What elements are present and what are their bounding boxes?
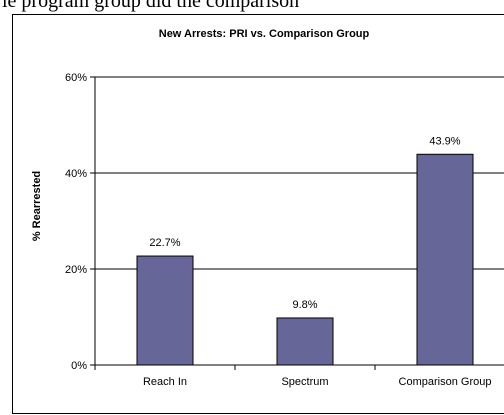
data-label: 43.9% — [429, 135, 460, 147]
data-label: 9.8% — [292, 299, 317, 311]
y-tick-label: 40% — [65, 168, 87, 180]
bar — [416, 153, 474, 366]
y-axis-title: % Rearrested — [31, 171, 43, 241]
y-tick-label: 0% — [71, 360, 87, 372]
x-tick-label: Spectrum — [281, 376, 328, 388]
data-label: 22.7% — [149, 237, 180, 249]
top-caption: ie program group did the comparison — [2, 0, 300, 12]
axis-layer: 0% 20% 40% 60% — [65, 72, 504, 372]
bar — [276, 317, 334, 366]
x-tick-label: Comparison Group — [399, 376, 492, 388]
bar-chart: New Arrests: PRI vs. Comparison Group % … — [31, 28, 504, 388]
chart-frame: New Arrests: PRI vs. Comparison Group % … — [12, 14, 504, 414]
label-layer: 22.7% Reach In 9.8% Spectrum 43.9% Comparison… — [143, 135, 491, 388]
bar-layer — [136, 153, 474, 366]
y-tick-label: 60% — [65, 72, 87, 84]
chart-title: New Arrests: PRI vs. Comparison Group — [159, 28, 370, 40]
x-tick-label: Reach In — [143, 376, 187, 388]
bar — [136, 255, 194, 366]
y-tick-label: 20% — [65, 264, 87, 276]
